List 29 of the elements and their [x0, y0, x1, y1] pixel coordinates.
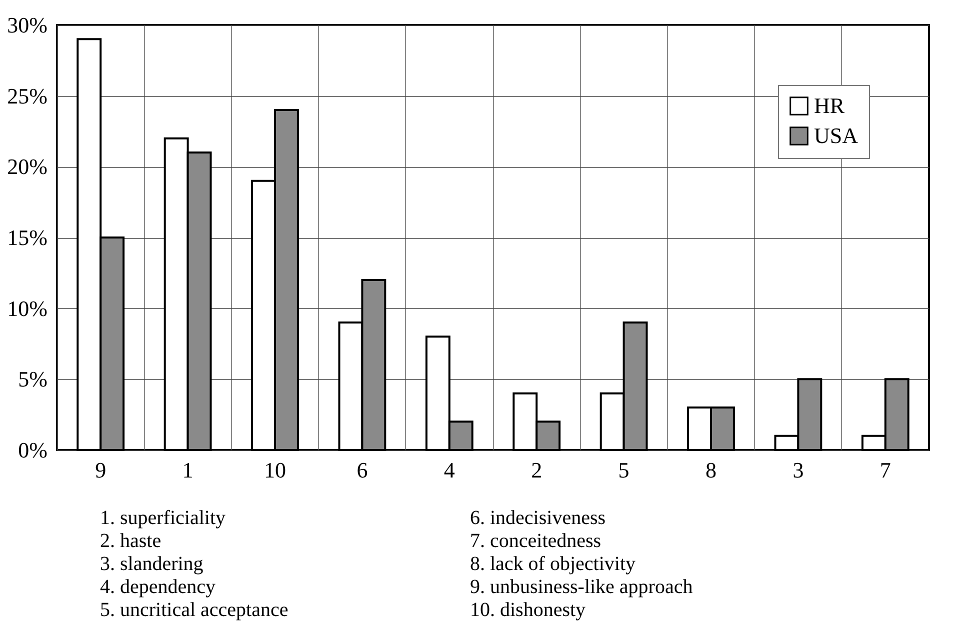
legend-label: HR [814, 93, 845, 118]
x-tick-label: 1 [182, 458, 194, 482]
x-tick-label: 3 [792, 458, 804, 482]
x-tick-label: 4 [444, 458, 455, 482]
x-tick-label: 5 [618, 458, 630, 482]
text: 5. uncritical acceptance [100, 599, 290, 622]
y-tick-label: 25% [7, 83, 48, 108]
y-tick-label: 20% [7, 154, 48, 180]
text: 6. indecisiveness [470, 507, 607, 530]
text: 9. unbusiness-like approach [470, 576, 694, 599]
text: 1. superficiality [100, 507, 227, 530]
text: 8. lack of objectivity [470, 553, 637, 576]
y-tick-label: 10% [7, 296, 48, 321]
legend-label: USA [814, 123, 858, 148]
x-tick-label: 6 [356, 458, 368, 482]
text: 7. conceitedness [470, 530, 602, 553]
y-tick-label: 15% [7, 225, 48, 250]
x-tick-label: 7 [880, 458, 891, 482]
text: 10. dishonesty [470, 599, 587, 622]
y-tick-label: 5% [18, 366, 48, 392]
x-tick-label: 2 [531, 458, 542, 482]
text: 4. dependency [100, 576, 217, 599]
x-tick-label: 10 [264, 458, 286, 482]
x-tick-label: 8 [706, 458, 716, 482]
text: 2. haste [100, 530, 162, 553]
text: 3. slandering [100, 553, 204, 576]
x-tick-label: 9 [95, 458, 106, 482]
y-tick-label: 0% [18, 438, 48, 462]
y-tick-label: 30% [7, 12, 48, 38]
